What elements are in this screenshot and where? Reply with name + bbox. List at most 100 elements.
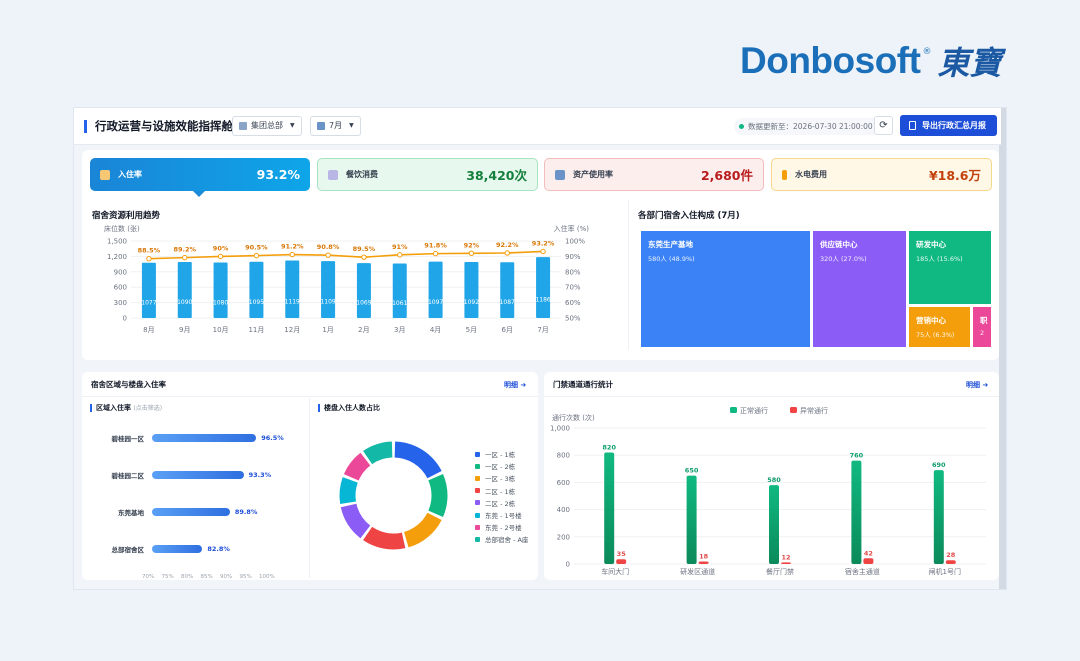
bar [249, 261, 264, 318]
area-bar[interactable] [152, 545, 203, 553]
month-select[interactable]: 7月 ▼ [310, 116, 361, 136]
legend-swatch [730, 407, 737, 413]
x-tick-label: 3月 [394, 326, 405, 334]
kpi-occupancy[interactable]: 入住率 93.2% [90, 158, 310, 197]
normal-bar [851, 460, 862, 564]
org-select-value: 集团总部 [251, 121, 283, 130]
donut-slice[interactable] [363, 441, 393, 465]
legend-item[interactable]: 一区 - 2栋 [475, 461, 515, 471]
bar-value-label: 820 [602, 443, 616, 451]
divider [544, 396, 999, 397]
update-status: 数据更新至：2026-07-30 21:00:00 [734, 118, 880, 135]
org-select[interactable]: 集团总部 ▼ [232, 116, 302, 136]
line-point [146, 256, 152, 262]
legend-item[interactable]: 二区 - 2栋 [475, 498, 515, 508]
bar [392, 263, 407, 318]
x-tick-label: 10月 [213, 326, 229, 334]
treemap-cell-value: 580人 (48.9%) [648, 255, 695, 263]
legend-item[interactable]: 东莞 - 1号楼 [475, 510, 522, 520]
treemap-cell[interactable]: 职 2 [973, 307, 991, 347]
legend-item[interactable]: 一区 - 3栋 [475, 473, 515, 483]
kpi-value: 38,420次 [466, 168, 527, 183]
legend-item[interactable]: 二区 - 1栋 [475, 486, 515, 496]
bar-value-label: 1095 [249, 299, 264, 306]
y-tick-label: 0 [123, 315, 127, 323]
bar-value-label: 580 [767, 476, 781, 484]
line-value-label: 93.2% [532, 239, 555, 247]
area-bar-value: 93.3% [248, 471, 272, 479]
bar-value-label: 1092 [464, 299, 479, 306]
line-value-label: 90.8% [317, 243, 340, 251]
bar-value-label: 690 [932, 461, 946, 469]
treemap-cell-name: 东莞生产基地 [648, 240, 693, 249]
x-tick-label: 11月 [248, 326, 264, 334]
y-tick-label: 400 [557, 506, 570, 514]
treemap-cell[interactable]: 研发中心 185人 (15.6%) [909, 231, 991, 304]
dorm-detail-link[interactable]: 明细 ➜ [504, 381, 527, 389]
area-bar-label: 东莞基地 [118, 509, 144, 517]
treemap-cell[interactable]: 供应链中心 320人 (27.0%) [813, 231, 906, 347]
area-axis-tick: 75% [161, 574, 174, 580]
area-bar[interactable] [152, 471, 244, 479]
building-icon [239, 122, 247, 130]
donut-slice[interactable] [343, 452, 371, 481]
area-axis-tick: 80% [181, 574, 194, 580]
update-text: 数据更新至：2026-07-30 21:00:00 [748, 122, 873, 131]
kpi-dining[interactable]: 餐饮消费 38,420次 [317, 158, 538, 191]
dashboard-window: 行政运营与设施效能指挥舱 集团总部 ▼ 7月 ▼ 数据更新至：2026-07-3… [73, 107, 1007, 590]
bar [536, 257, 551, 318]
donut-slice[interactable] [428, 473, 448, 518]
x-tick-label: 车间大门 [601, 567, 629, 576]
access-detail-link[interactable]: 明细 ➜ [966, 381, 989, 389]
x-tick-label: 5月 [466, 326, 477, 334]
abnormal-bar [945, 560, 956, 564]
normal-bar [604, 452, 615, 564]
treemap-cell-name: 营销中心 [916, 316, 946, 325]
kpi-utilities[interactable]: 水电费用 ¥18.6万 [771, 158, 992, 191]
bar-value-label: 1080 [213, 299, 228, 306]
kpi-value: 2,680件 [700, 168, 753, 183]
kpi-assets[interactable]: 资产使用率 2,680件 [544, 158, 764, 191]
export-report-button[interactable]: 导出行政汇总月报 [900, 115, 997, 136]
area-hint: (点击筛选) [133, 405, 163, 412]
line-value-label: 90.5% [245, 244, 268, 252]
area-bar[interactable] [152, 434, 257, 442]
refresh-button[interactable]: ⟳ [874, 116, 893, 135]
lightning-icon [782, 169, 787, 180]
area-bar[interactable] [152, 508, 230, 516]
donut-slice[interactable] [340, 503, 371, 539]
normal-bar [686, 475, 697, 564]
x-tick-label: 12月 [284, 326, 300, 334]
bar-value-label: 1119 [285, 298, 300, 305]
vertical-scrollbar[interactable] [999, 108, 1006, 589]
treemap-cell[interactable]: 营销中心 75人 (6.3%) [909, 307, 970, 347]
kpi-label: 餐饮消费 [346, 170, 378, 179]
donut-slice[interactable] [339, 477, 358, 505]
legend-swatch [790, 407, 797, 413]
legend-item[interactable]: 一区 - 1栋 [475, 449, 515, 459]
bar-value-label: 760 [850, 452, 864, 460]
legend-item[interactable]: 东莞 - 2号楼 [475, 522, 522, 532]
legend-swatch [475, 488, 480, 494]
abnormal-bar [616, 559, 627, 564]
treemap-cell[interactable]: 东莞生产基地 580人 (48.9%) [641, 231, 810, 347]
treemap-cell-name: 职 [980, 316, 988, 325]
donut-slice[interactable] [394, 441, 442, 479]
abnormal-bar [781, 562, 791, 564]
normal-bar [933, 470, 944, 564]
kpi-label: 入住率 [118, 170, 142, 179]
legend-swatch [475, 512, 480, 518]
donut-slice[interactable] [404, 512, 442, 548]
bar [285, 260, 300, 318]
legend-label: 一区 - 3栋 [485, 475, 516, 484]
building-title: 楼盘入住人数占比 [318, 403, 380, 413]
bar [141, 262, 156, 318]
legend-label: 一区 - 1栋 [485, 451, 516, 459]
y2-tick-label: 50% [565, 315, 581, 323]
normal-bar [769, 485, 779, 564]
x-tick-label: 8月 [143, 326, 154, 334]
legend-item[interactable]: 总部宿舍 - A座 [475, 534, 528, 544]
page-title: 行政运营与设施效能指挥舱 [95, 119, 233, 133]
access-bar-chart: 通行次数 (次) 正常通行 异常通行 0 200 400 600 800 1,000 820 35 车… [550, 406, 986, 576]
donut-slice[interactable] [363, 526, 406, 550]
